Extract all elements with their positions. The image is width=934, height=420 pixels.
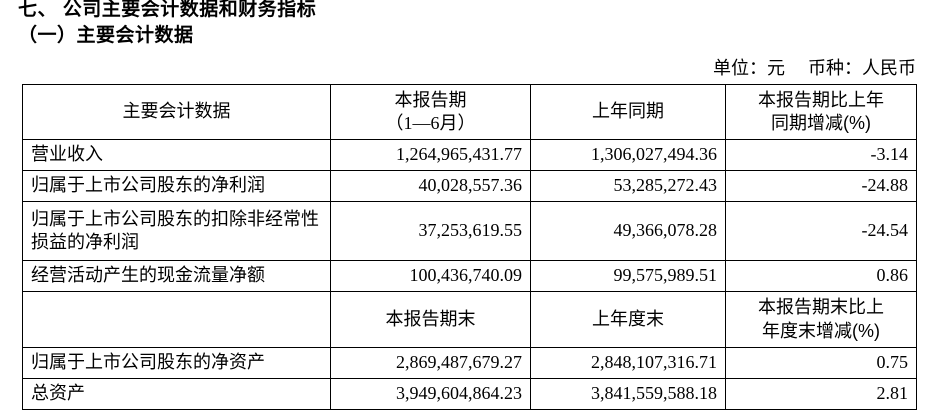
table-row: 归属于上市公司股东的扣除非经常性损益的净利润 37,253,619.55 49,…	[22, 201, 917, 261]
header-previous-text: 上年度末	[592, 308, 664, 329]
row-value-previous: 53,285,272.43	[530, 170, 726, 202]
row-label: 营业收入	[22, 139, 331, 171]
row-value-previous: 99,575,989.51	[530, 260, 726, 292]
row-value-previous: 3,841,559,588.18	[530, 378, 726, 410]
row-value-change: -3.14	[725, 139, 917, 171]
section-heading: 七、 公司主要会计数据和财务指标	[18, 0, 317, 20]
header-current-subtext: （1—6月）	[385, 113, 476, 133]
row-value-previous: 1,306,027,494.36	[530, 139, 726, 171]
header-cell-change-balance: 本报告期末比上 年度末增减(%)	[725, 291, 917, 348]
row-value-current: 100,436,740.09	[330, 260, 531, 292]
subsection-heading: （一）主要会计数据	[18, 25, 194, 46]
table-header-row-balance: 本报告期末 上年度末 本报告期末比上 年度末增减(%)	[22, 291, 917, 348]
header-cell-label-blank	[22, 291, 331, 348]
header-current-text: 本报告期末	[385, 308, 476, 329]
row-value-current: 3,949,604,864.23	[330, 378, 531, 410]
row-value-previous: 49,366,078.28	[530, 201, 726, 261]
row-label: 归属于上市公司股东的净资产	[22, 347, 331, 379]
header-cell-current-balance: 本报告期末	[330, 291, 531, 348]
main-accounting-data-table: 主要会计数据 本报告期 （1—6月） 上年同期 本报告期比上年 同期增减(%) …	[22, 84, 917, 410]
header-cell-previous-period: 上年同期	[530, 84, 726, 140]
table-row: 归属于上市公司股东的净资产 2,869,487,679.27 2,848,107…	[22, 347, 917, 379]
row-value-current: 2,869,487,679.27	[330, 347, 531, 379]
row-value-current: 1,264,965,431.77	[330, 139, 531, 171]
header-label-text: 主要会计数据	[122, 101, 231, 122]
table-header-row-period: 主要会计数据 本报告期 （1—6月） 上年同期 本报告期比上年 同期增减(%)	[22, 84, 917, 140]
header-change-subtext: 同期增减(%)	[771, 113, 871, 133]
row-value-previous: 2,848,107,316.71	[530, 347, 726, 379]
header-cell-previous-balance: 上年度末	[530, 291, 726, 348]
row-value-change: 0.75	[725, 347, 917, 379]
row-label: 归属于上市公司股东的净利润	[22, 170, 331, 202]
header-cell-current-period: 本报告期 （1—6月）	[330, 84, 531, 140]
header-change-text: 本报告期末比上	[758, 297, 884, 318]
row-value-change: -24.88	[725, 170, 917, 202]
header-change-text: 本报告期比上年	[758, 89, 884, 110]
header-current-text: 本报告期	[394, 89, 467, 110]
row-value-change: -24.54	[725, 201, 917, 261]
row-label: 归属于上市公司股东的扣除非经常性损益的净利润	[22, 201, 331, 261]
row-label: 经营活动产生的现金流量净额	[22, 260, 331, 292]
units-currency-line: 单位：元 币种：人民币	[713, 54, 916, 80]
row-value-change: 0.86	[725, 260, 917, 292]
row-value-current: 40,028,557.36	[330, 170, 531, 202]
row-value-current: 37,253,619.55	[330, 201, 531, 261]
currency-label: 币种：人民币	[808, 58, 916, 78]
header-cell-label: 主要会计数据	[22, 84, 331, 140]
header-previous-text: 上年同期	[592, 101, 664, 122]
table-row: 营业收入 1,264,965,431.77 1,306,027,494.36 -…	[22, 139, 917, 171]
unit-label: 单位：元	[713, 58, 785, 78]
header-change-subtext: 年度末增减(%)	[762, 320, 880, 341]
table-row: 经营活动产生的现金流量净额 100,436,740.09 99,575,989.…	[22, 260, 917, 292]
table-row: 归属于上市公司股东的净利润 40,028,557.36 53,285,272.4…	[22, 170, 917, 202]
table-row: 总资产 3,949,604,864.23 3,841,559,588.18 2.…	[22, 378, 917, 410]
row-value-change: 2.81	[725, 378, 917, 410]
row-label: 总资产	[22, 378, 331, 410]
header-cell-change-period: 本报告期比上年 同期增减(%)	[725, 84, 917, 140]
